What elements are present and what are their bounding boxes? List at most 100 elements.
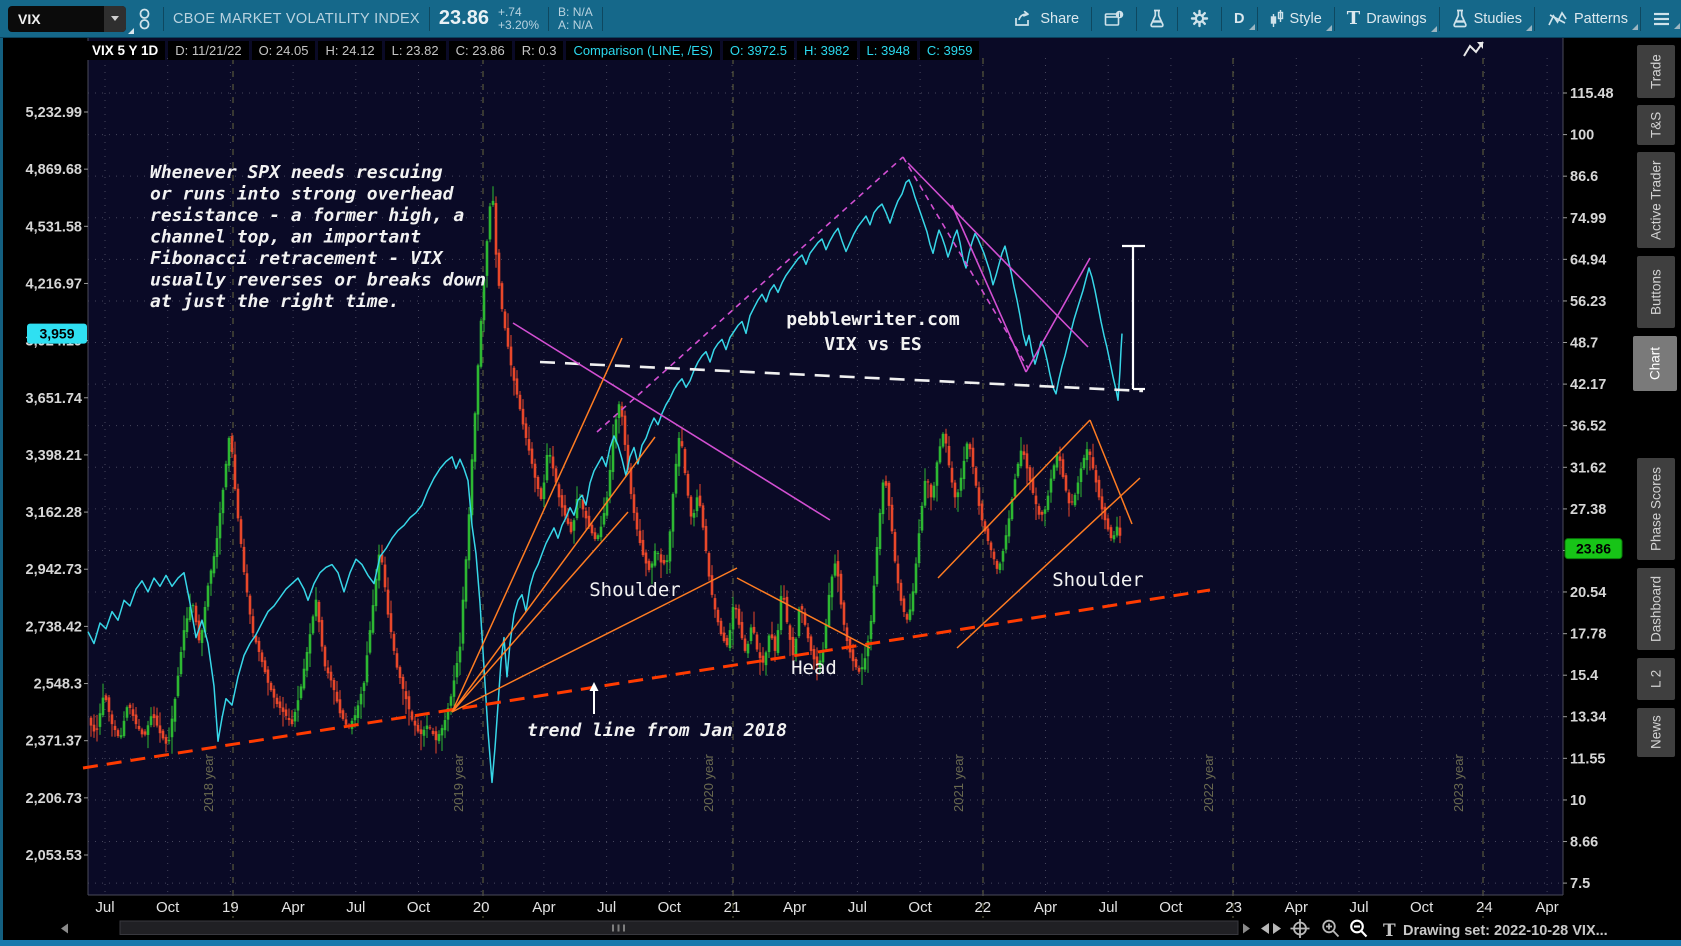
- svg-text:7.5: 7.5: [1570, 876, 1590, 892]
- sidebar-tab-trade[interactable]: Trade: [1637, 45, 1675, 98]
- svg-text:27.38: 27.38: [1570, 502, 1606, 518]
- svg-text:Jul: Jul: [95, 899, 114, 916]
- magenta-channel-lower[interactable]: [951, 204, 1027, 373]
- zoom-in-icon[interactable]: [1322, 919, 1340, 938]
- right-price-axis[interactable]: 115.48 100 86.6 74.99 64.94 56.23 48.7 42.17 36.…: [1563, 86, 1623, 892]
- studies-button[interactable]: Studies: [1449, 5, 1533, 32]
- share-button[interactable]: Share: [1011, 6, 1082, 31]
- sidebar-tab-dashboard[interactable]: Dashboard: [1637, 568, 1675, 650]
- restore-chart-icon[interactable]: [1463, 41, 1484, 57]
- divider: [428, 6, 430, 31]
- scroll-left-icon[interactable]: [61, 923, 68, 934]
- svg-text:Head: Head: [791, 657, 837, 679]
- patterns-button[interactable]: Patterns: [1544, 6, 1638, 31]
- flask-icon: [1150, 9, 1164, 28]
- jan-2018-trendline[interactable]: [82, 588, 1211, 770]
- plot-area[interactable]: [88, 38, 1563, 895]
- sidebar-tab-chart[interactable]: Chart: [1633, 336, 1677, 391]
- chart-drawings[interactable]: [82, 156, 1211, 770]
- svg-text:Jul: Jul: [1349, 899, 1368, 916]
- svg-text:Shoulder: Shoulder: [589, 579, 681, 601]
- es-last-price-badge: [27, 323, 87, 344]
- svg-text:23.86: 23.86: [1576, 541, 1611, 557]
- white-up-arrow-head: [589, 682, 599, 691]
- window-info-icon: i: [1104, 10, 1124, 26]
- svg-text:2,206.73: 2,206.73: [26, 791, 82, 807]
- change-stack: +.74 +3.20%: [497, 5, 540, 32]
- scroll-right-icon[interactable]: [1243, 923, 1250, 934]
- share-icon: [1015, 10, 1030, 26]
- svg-text:2,053.53: 2,053.53: [26, 848, 82, 864]
- magenta-wedge-up-dashed[interactable]: [596, 156, 904, 433]
- drawing-set-label[interactable]: Drawing set: 2022-10-28 VIX...: [1403, 923, 1608, 939]
- ohlc-field: C: 23.86: [448, 41, 512, 60]
- magenta-2020-downline[interactable]: [512, 322, 831, 521]
- divider: [1438, 6, 1440, 31]
- patterns-icon: [1548, 11, 1567, 26]
- ohlc-field: R: 0.3: [514, 41, 564, 60]
- magenta-rebound[interactable]: [1025, 257, 1091, 373]
- quick-study-button[interactable]: [1146, 5, 1168, 32]
- settings-button[interactable]: [1187, 5, 1212, 32]
- orange-fan-1[interactable]: [451, 337, 623, 713]
- sidebar-tab-buttons[interactable]: Buttons: [1637, 256, 1675, 328]
- svg-text:Shoulder: Shoulder: [1052, 569, 1144, 591]
- ask-value: A: N/A: [558, 17, 593, 32]
- svg-text:115.48: 115.48: [1570, 86, 1614, 102]
- crosshair-tool-icon[interactable]: [1290, 919, 1310, 938]
- left-price-axis[interactable]: 5,232.994,869.684,531.584,216.973,924.19…: [26, 105, 88, 864]
- price-change-percent: +3.20%: [497, 17, 540, 32]
- svg-text:24: 24: [1476, 899, 1493, 916]
- svg-text:Oct: Oct: [1159, 899, 1183, 916]
- gridlines: [87, 38, 1564, 918]
- svg-text:2021 year: 2021 year: [951, 754, 966, 812]
- zoom-out-icon[interactable]: [1350, 919, 1368, 938]
- svg-text:Apr: Apr: [783, 899, 806, 916]
- orange-shoulder-line[interactable]: [937, 419, 1091, 579]
- restore-chart-icon-head: [1477, 42, 1483, 49]
- svg-text:trend line from Jan 2018: trend line from Jan 2018: [527, 720, 787, 741]
- orange-neckline-right[interactable]: [956, 477, 1141, 649]
- svg-text:2,371.37: 2,371.37: [26, 734, 82, 750]
- menu-button[interactable]: [1650, 8, 1680, 30]
- text-drawing-tool-icon[interactable]: T: [1383, 921, 1396, 941]
- svg-text:Apr: Apr: [1285, 899, 1308, 916]
- sidebar-tab-news[interactable]: News: [1637, 708, 1675, 757]
- magenta-wedge-down-dashed[interactable]: [902, 156, 1029, 369]
- send-to-window-button[interactable]: i: [1101, 6, 1127, 32]
- drawings-button[interactable]: T Drawings: [1344, 4, 1437, 33]
- svg-text:Apr: Apr: [1034, 899, 1057, 916]
- hamburger-icon: [1654, 12, 1669, 25]
- orange-decline[interactable]: [1089, 419, 1133, 525]
- svg-text:11.55: 11.55: [1570, 751, 1606, 767]
- svg-text:VIX vs ES: VIX vs ES: [824, 334, 922, 355]
- timeframe-button[interactable]: D: [1231, 7, 1256, 31]
- orange-neckline-left[interactable]: [736, 577, 871, 649]
- sidebar-tab-phase-scores[interactable]: Phase Scores: [1637, 458, 1675, 560]
- symbol-dropdown-button[interactable]: [104, 5, 126, 32]
- svg-text:23: 23: [1225, 899, 1242, 916]
- symbol-input[interactable]: VIX: [8, 5, 134, 34]
- svg-text:Apr: Apr: [532, 899, 555, 916]
- divider: [1091, 6, 1093, 31]
- svg-text:Apr: Apr: [1535, 899, 1558, 916]
- time-axis[interactable]: Jul Oct 19 Apr Jul Oct 20 Apr Jul Oct 21 Apr Jul Oct 2…: [95, 899, 1558, 916]
- pan-tool-icon[interactable]: [1261, 923, 1281, 934]
- orange-fan-3[interactable]: [451, 511, 629, 713]
- style-button[interactable]: Style: [1267, 5, 1333, 32]
- svg-text:19: 19: [222, 899, 239, 916]
- horizontal-scrollbar[interactable]: [119, 920, 1239, 935]
- link-icon[interactable]: [135, 4, 154, 34]
- sidebar-tab-active-trader[interactable]: Active Trader: [1637, 152, 1675, 248]
- orange-fan-2[interactable]: [451, 436, 656, 713]
- sidebar-tab-l-2[interactable]: L 2: [1637, 658, 1675, 700]
- vix-last-price-badge: [1564, 538, 1623, 560]
- white-resistance-dash[interactable]: [539, 360, 1144, 393]
- svg-text:22: 22: [974, 899, 991, 916]
- svg-text:channel top, an important: channel top, an important: [150, 227, 421, 248]
- sidebar-tab-t-s[interactable]: T&S: [1637, 105, 1675, 145]
- svg-text:Oct: Oct: [658, 899, 682, 916]
- orange-fan-4[interactable]: [451, 567, 738, 713]
- divider: [1221, 6, 1223, 31]
